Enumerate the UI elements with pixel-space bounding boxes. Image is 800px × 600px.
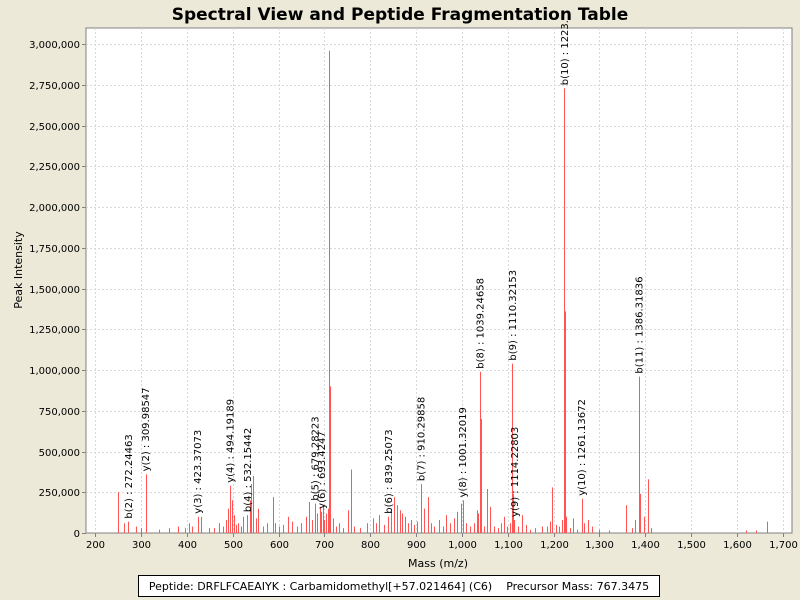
peptide-info-box: Peptide: DRFLFCAEAIYK : Carbamidomethyl[… bbox=[138, 575, 660, 597]
peak-annotation-label: y(3) : 423.37073 bbox=[193, 430, 204, 514]
x-tick-label: 1,400 bbox=[631, 540, 660, 551]
peak-annotation-label: b(7) : 910.29858 bbox=[416, 397, 427, 481]
peak-annotation-label: b(5) : 679.28223 bbox=[310, 416, 321, 500]
x-tick-label: 700 bbox=[315, 540, 334, 551]
peak-annotation-label: y(8) : 1001.32019 bbox=[458, 407, 469, 497]
x-tick-label: 800 bbox=[361, 540, 380, 551]
peak-annotation-label: b(10) : 1223. bbox=[560, 20, 571, 85]
peak-annotation-label: y(10) : 1261.13672 bbox=[577, 399, 588, 496]
x-axis-title: Mass (m/z) bbox=[408, 557, 468, 570]
peak-annotations: b(2) : 272.24463 y(2) : 309.98547 y(3) : 4… bbox=[124, 20, 646, 519]
tick-labels: 0 250,000 500,000 750,000 1,000,000 1,250,000… bbox=[29, 40, 798, 551]
x-tick-label: 400 bbox=[178, 540, 197, 551]
peak-annotation-label: y(4) : 494.19189 bbox=[226, 399, 237, 483]
x-tick-label: 200 bbox=[86, 540, 105, 551]
grid-lines bbox=[86, 28, 792, 533]
y-tick-label: 250,000 bbox=[39, 488, 80, 499]
peak-annotation-label: y(9) : 1114.22803 bbox=[510, 427, 521, 517]
peak-annotation-label: b(4) : 532.15442 bbox=[243, 428, 254, 512]
y-axis-title: Peak Intensity bbox=[12, 231, 25, 309]
peptide-label: Peptide: DRFLFCAEAIYK : Carbamidomethyl[… bbox=[148, 579, 493, 593]
peak-annotation-label: y(6) : 693.4247 bbox=[317, 431, 328, 509]
y-tick-label: 750,000 bbox=[39, 407, 80, 418]
x-tick-label: 1,600 bbox=[723, 540, 752, 551]
y-tick-label: 1,250,000 bbox=[29, 325, 80, 336]
peak-annotation-label: b(8) : 1039.24658 bbox=[475, 278, 486, 369]
peak-annotation-label: b(6) : 839.25073 bbox=[384, 429, 395, 513]
y-tick-label: 2,500,000 bbox=[29, 122, 80, 133]
precursor-mass-label: Precursor Mass: 767.3475 bbox=[506, 579, 650, 593]
y-tick-label: 1,000,000 bbox=[29, 366, 80, 377]
y-tick-label: 2,250,000 bbox=[29, 162, 80, 173]
peak-bars bbox=[118, 50, 768, 533]
x-tick-label: 1,300 bbox=[585, 540, 614, 551]
spectrum-chart: Spectral View and Peptide Fragmentation … bbox=[12, 5, 798, 570]
x-tick-label: 1,000 bbox=[448, 540, 477, 551]
peak-annotation-label: b(2) : 272.24463 bbox=[124, 434, 135, 518]
peak-annotation-label: b(11) : 1386.31836 bbox=[635, 277, 646, 374]
peak-annotation-label: y(2) : 309.98547 bbox=[141, 387, 152, 471]
y-tick-label: 1,750,000 bbox=[29, 244, 80, 255]
x-tick-label: 900 bbox=[407, 540, 426, 551]
x-tick-label: 1,700 bbox=[769, 540, 798, 551]
x-tick-label: 1,200 bbox=[540, 540, 569, 551]
x-tick-label: 500 bbox=[224, 540, 243, 551]
y-tick-label: 1,500,000 bbox=[29, 285, 80, 296]
x-tick-label: 1,500 bbox=[677, 540, 706, 551]
y-tick-label: 2,750,000 bbox=[29, 81, 80, 92]
y-tick-label: 2,000,000 bbox=[29, 203, 80, 214]
x-tick-label: 300 bbox=[132, 540, 151, 551]
y-tick-label: 3,000,000 bbox=[29, 40, 80, 51]
peak-annotation-label: b(9) : 1110.32153 bbox=[508, 270, 519, 361]
y-tick-label: 500,000 bbox=[39, 448, 80, 459]
axes bbox=[82, 44, 784, 537]
x-tick-label: 1,100 bbox=[494, 540, 523, 551]
chart-title: Spectral View and Peptide Fragmentation … bbox=[172, 5, 629, 25]
plot-area bbox=[85, 27, 793, 534]
y-tick-label: 0 bbox=[74, 529, 80, 540]
x-tick-label: 600 bbox=[270, 540, 289, 551]
